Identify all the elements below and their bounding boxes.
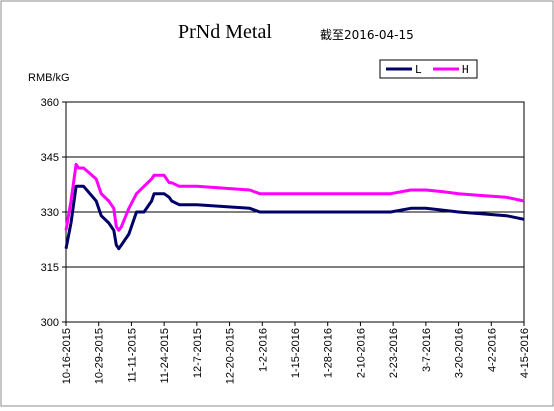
x-tick-label: 12-7-2015: [192, 328, 204, 378]
y-tick-label: 345: [41, 152, 59, 164]
x-tick-label: 3-7-2016: [421, 328, 433, 372]
x-tick-label: 10-16-2015: [61, 328, 73, 384]
series-lines: [64, 162, 525, 251]
y-axis: 300 315 330 345 360: [41, 97, 66, 329]
legend: L H: [379, 59, 478, 79]
y-tick-label: 360: [41, 97, 59, 109]
legend-label-h: H: [462, 63, 469, 76]
x-tick-label: 4-15-2016: [519, 328, 531, 378]
x-tick-label: 4-2-2016: [486, 328, 498, 372]
x-tick-label: 11-11-2015: [126, 328, 138, 383]
x-tick-label: 1-15-2016: [290, 328, 302, 378]
x-tick-label: 12-20-2015: [225, 328, 237, 384]
legend-label-l: L: [415, 63, 422, 76]
x-tick-label: 2-23-2016: [388, 328, 400, 378]
y-tick-label: 330: [41, 207, 59, 219]
y-tick-label: 300: [41, 317, 59, 329]
x-axis: 10-16-2015 10-29-2015 11-11-2015 11-24-2015…: [61, 322, 531, 384]
chart-subtitle: 截至2016-04-15: [320, 28, 414, 42]
x-tick-label: 10-29-2015: [94, 328, 106, 384]
x-tick-label: 11-24-2015: [159, 328, 171, 383]
x-tick-label: 2-10-2016: [355, 328, 367, 378]
series-line-l: [64, 184, 525, 251]
y-axis-unit: RMB/kG: [28, 72, 70, 84]
series-line-h: [64, 162, 525, 232]
y-tick-label: 315: [41, 262, 59, 274]
legend-box: [379, 59, 478, 79]
x-tick-label: 3-20-2016: [454, 328, 466, 378]
chart-title: PrNd Metal: [178, 21, 272, 43]
x-tick-label: 1-28-2016: [323, 328, 335, 378]
x-tick-label: 1-2-2016: [257, 328, 269, 372]
